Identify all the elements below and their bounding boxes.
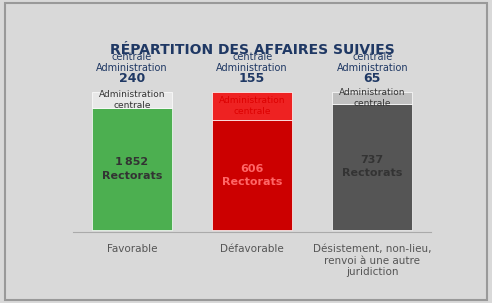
Text: 155: 155: [239, 72, 265, 85]
Text: Défavorable: Défavorable: [220, 244, 284, 254]
Text: Administration: Administration: [337, 62, 408, 72]
Bar: [212, 92, 292, 120]
Text: 606
Rectorats: 606 Rectorats: [222, 164, 282, 187]
Text: 240: 240: [119, 72, 145, 85]
Text: Favorable: Favorable: [107, 244, 157, 254]
Bar: [92, 92, 172, 108]
Bar: [92, 108, 172, 230]
Text: 65: 65: [364, 72, 381, 85]
Text: Administration
centrale: Administration centrale: [219, 96, 285, 116]
Text: centrale: centrale: [232, 52, 272, 62]
Text: centrale: centrale: [352, 52, 393, 62]
Text: RÉPARTITION DES AFFAIRES SUIVIES: RÉPARTITION DES AFFAIRES SUIVIES: [110, 43, 395, 57]
Text: Administration
centrale: Administration centrale: [339, 88, 405, 108]
Text: 1 852
Rectorats: 1 852 Rectorats: [102, 158, 162, 181]
Text: Administration
centrale: Administration centrale: [99, 90, 165, 110]
Text: Administration: Administration: [96, 62, 168, 72]
Text: Administration: Administration: [216, 62, 288, 72]
Bar: [332, 104, 412, 230]
Bar: [332, 92, 412, 104]
Text: 737
Rectorats: 737 Rectorats: [342, 155, 402, 178]
Bar: [212, 120, 292, 230]
Text: centrale: centrale: [112, 52, 152, 62]
Text: Désistement, non-lieu,
renvoi à une autre
juridiction: Désistement, non-lieu, renvoi à une autr…: [313, 244, 431, 277]
